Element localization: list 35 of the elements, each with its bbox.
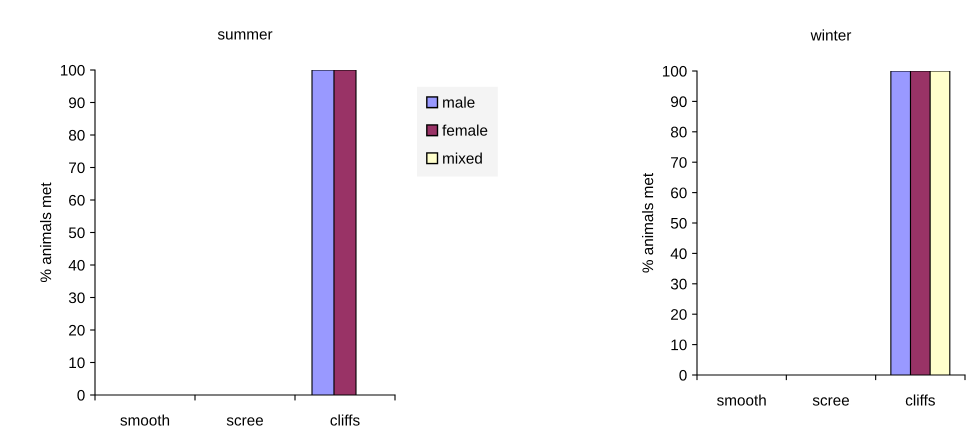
y-axis-title: % animals met (40, 182, 52, 282)
y-tick-label: 40 (670, 248, 687, 260)
x-tick-label: scree (812, 397, 849, 406)
y-tick-label: 100 (662, 66, 687, 77)
legend-label: female (442, 124, 488, 136)
legend-label: mixed (443, 152, 482, 164)
chart-title: summer (218, 31, 272, 40)
y-tick-label: 60 (69, 194, 85, 206)
y-tick-label: 30 (670, 278, 687, 290)
y-tick-label: 50 (68, 227, 85, 238)
x-tick-label: smooth (717, 394, 766, 406)
y-axis-title: % animals met (642, 173, 654, 273)
y-tick-label: 10 (69, 357, 85, 368)
y-tick-label: 20 (671, 309, 687, 320)
y-tick-label: 90 (671, 96, 687, 108)
y-tick-label: 80 (68, 130, 85, 141)
y-tick-label: 40 (68, 260, 85, 271)
x-tick-label: smooth (120, 414, 170, 426)
y-tick-label: 30 (68, 292, 85, 304)
x-tick-label: scree (226, 417, 263, 426)
chart-title: winter (810, 29, 852, 41)
y-tick-label: 20 (69, 324, 85, 336)
y-tick-label: 10 (671, 339, 687, 350)
y-tick-label: 0 (679, 370, 687, 381)
y-tick-label: 0 (77, 390, 85, 401)
x-tick-label: cliffs (906, 394, 935, 406)
y-tick-label: 90 (69, 97, 85, 108)
y-tick-label: 50 (670, 218, 687, 229)
y-tick-label: 70 (69, 162, 85, 174)
legend-label: male (443, 96, 475, 108)
y-tick-label: 80 (670, 126, 687, 138)
y-tick-label: 70 (671, 157, 687, 168)
x-tick-label: cliffs (330, 414, 360, 426)
y-tick-label: 100 (60, 64, 85, 76)
y-tick-label: 60 (671, 187, 687, 198)
